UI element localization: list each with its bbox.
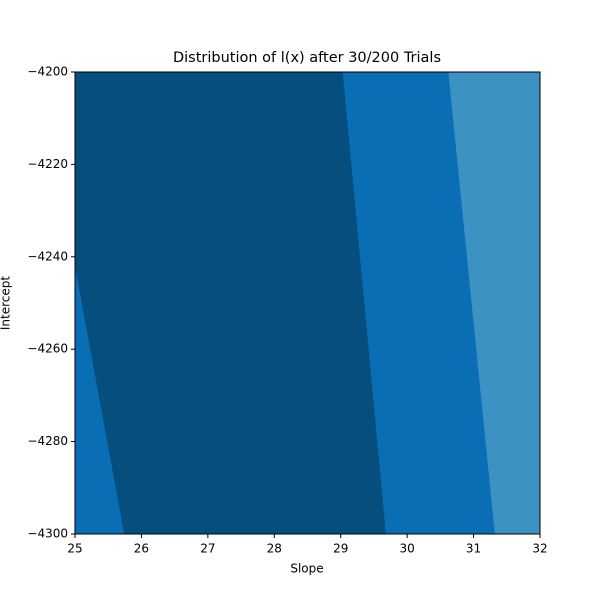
chart-title: Distribution of l(x) after 30/200 Trials <box>173 50 441 66</box>
x-axis-label: Slope <box>290 562 323 576</box>
y-tick-label: −4220 <box>27 157 68 171</box>
y-tick-label: −4260 <box>27 342 68 356</box>
y-axis-label: Intercept <box>0 276 13 331</box>
contour-region <box>448 72 540 534</box>
plot-frame <box>74 71 541 535</box>
x-tick-label: 27 <box>200 542 215 556</box>
plot-area <box>75 72 540 534</box>
x-tick-label: 29 <box>333 542 348 556</box>
x-tick-label: 28 <box>267 542 282 556</box>
y-tick-label: −4300 <box>27 527 68 541</box>
x-tick-label: 30 <box>400 542 415 556</box>
x-tick-label: 31 <box>466 542 481 556</box>
y-tick-label: −4200 <box>27 65 68 79</box>
x-tick-label: 32 <box>532 542 547 556</box>
y-tick-label: −4280 <box>27 434 68 448</box>
y-tick-label: −4240 <box>27 249 68 263</box>
x-tick-label: 25 <box>67 542 82 556</box>
x-tick-label: 26 <box>134 542 149 556</box>
